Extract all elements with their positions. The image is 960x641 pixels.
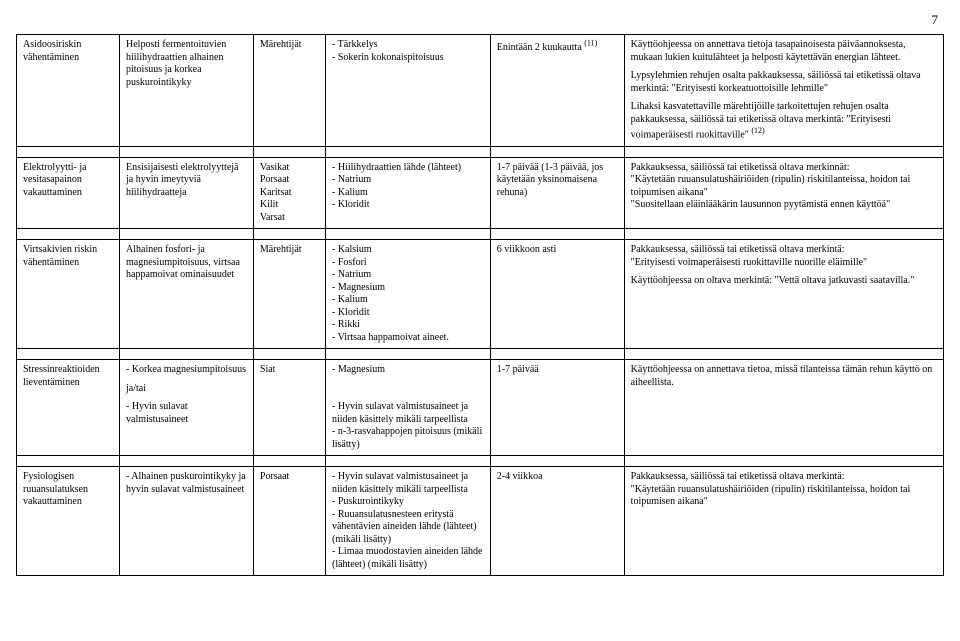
content-table: Asidoosiriskin vähentäminen Helposti fer… <box>16 34 944 576</box>
cell-notes: Pakkauksessa, säiliössä tai etiketissä o… <box>624 240 943 349</box>
cell-species: Märehtijät <box>253 240 325 349</box>
cell-species: Porsaat <box>253 467 325 576</box>
cell-species: Siat <box>253 360 325 456</box>
cell-characteristics: - Korkea magnesiumpitoisuus ja/tai - Hyv… <box>120 360 254 456</box>
cell-characteristics: Helposti fermentoituvien hiilihydraattie… <box>120 35 254 147</box>
cell-species: VasikatPorsaatKaritsatKilitVarsat <box>253 157 325 229</box>
cell-duration: 2-4 viikkoa <box>490 467 624 576</box>
cell-notes: Käyttöohjeessa on annettava tietoja tasa… <box>624 35 943 147</box>
cell-declarations: - Hyvin sulavat valmistusaineet ja niide… <box>325 467 490 576</box>
cell-purpose: Fysiologisen ruuansulatuksen vakauttamin… <box>17 467 120 576</box>
table-row: Fysiologisen ruuansulatuksen vakauttamin… <box>17 467 944 576</box>
cell-notes: Pakkauksessa, säiliössä tai etiketissä o… <box>624 467 943 576</box>
table-row: Virtsakivien riskin vähentäminen Alhaine… <box>17 240 944 349</box>
cell-characteristics: Alhainen fosfori- ja magnesiumpitoisuus,… <box>120 240 254 349</box>
cell-declarations: - Kalsium- Fosfori- Natrium- Magnesium- … <box>325 240 490 349</box>
cell-species: Märehtijät <box>253 35 325 147</box>
cell-characteristics: Ensisijaisesti elektrolyyttejä ja hyvin … <box>120 157 254 229</box>
cell-duration: Enintään 2 kuukautta (11) <box>490 35 624 147</box>
cell-purpose: Stressinreaktioiden lieventäminen <box>17 360 120 456</box>
cell-notes: Käyttöohjeessa on annettava tietoa, miss… <box>624 360 943 456</box>
cell-duration: 1-7 päivää (1-3 päivää, jos käytetään yk… <box>490 157 624 229</box>
cell-notes: Pakkauksessa, säiliössä tai etiketissä o… <box>624 157 943 229</box>
cell-declarations: - Tärkkelys- Sokerin kokonaispitoisuus <box>325 35 490 147</box>
table-row: Elektrolyytti- ja vesitasapainon vakautt… <box>17 157 944 229</box>
cell-purpose: Asidoosiriskin vähentäminen <box>17 35 120 147</box>
cell-characteristics: - Alhainen puskurointikyky jahyvin sulav… <box>120 467 254 576</box>
cell-purpose: Virtsakivien riskin vähentäminen <box>17 240 120 349</box>
cell-purpose: Elektrolyytti- ja vesitasapainon vakautt… <box>17 157 120 229</box>
cell-declarations: - Magnesium - Hyvin sulavat valmistusain… <box>325 360 490 456</box>
table-row: Asidoosiriskin vähentäminen Helposti fer… <box>17 35 944 147</box>
table-row: Stressinreaktioiden lieventäminen - Kork… <box>17 360 944 456</box>
cell-duration: 6 viikkoon asti <box>490 240 624 349</box>
page-number: 7 <box>16 12 944 28</box>
cell-duration: 1-7 päivää <box>490 360 624 456</box>
cell-declarations: - Hiilihydraattien lähde (lähteet)- Natr… <box>325 157 490 229</box>
